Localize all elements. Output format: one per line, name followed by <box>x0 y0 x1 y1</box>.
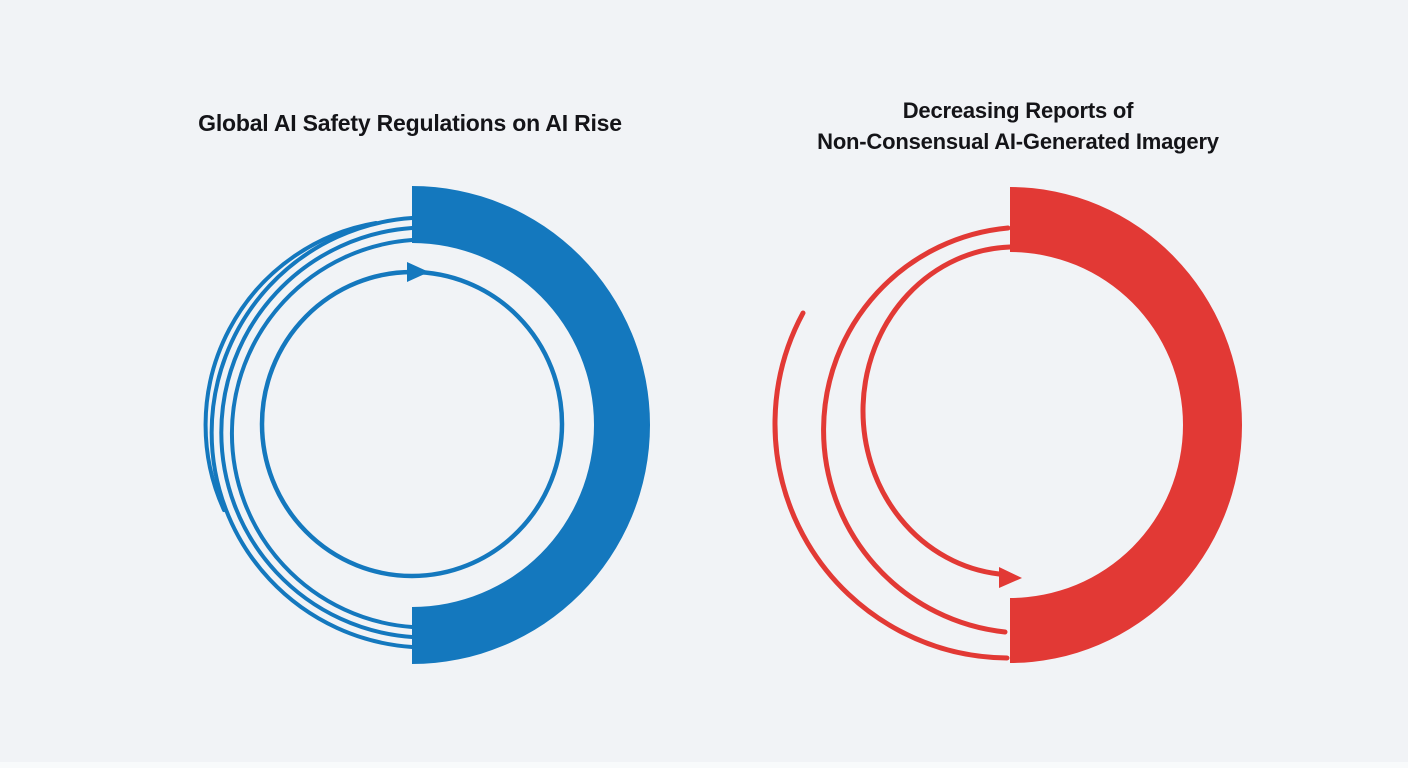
blue-half-donut-ring <box>412 186 650 664</box>
red-figure <box>772 187 1242 663</box>
red-inner-spiral-arc <box>860 244 1013 577</box>
counterclockwise-arrow-icon <box>999 567 1022 588</box>
red-half-donut-ring <box>1010 187 1242 663</box>
right-chart-title-line1: Decreasing Reports of <box>902 98 1134 124</box>
right-chart-title: Decreasing Reports of Non-Consensual AI-… <box>718 95 1318 157</box>
blue-cycle-circle <box>259 269 565 579</box>
red-outer-orbit-arc <box>772 310 1010 661</box>
left-chart-title-text: Global AI Safety Regulations on AI Rise <box>198 110 622 137</box>
red-middle-orbit-arc <box>821 225 1011 635</box>
blue-outer-orbit-arc <box>209 216 414 649</box>
blue-inner-orbit-arc <box>230 238 414 629</box>
left-chart-title: Global AI Safety Regulations on AI Rise <box>110 110 710 136</box>
blue-figure <box>203 186 650 664</box>
right-chart-title-line2: Non-Consensual AI-Generated Imagery <box>817 129 1219 155</box>
bottom-edge-highlight <box>0 762 1408 768</box>
clockwise-arrow-icon <box>407 262 429 282</box>
blue-middle-orbit-arc <box>219 226 414 639</box>
blue-short-orbit-arc <box>203 221 378 512</box>
